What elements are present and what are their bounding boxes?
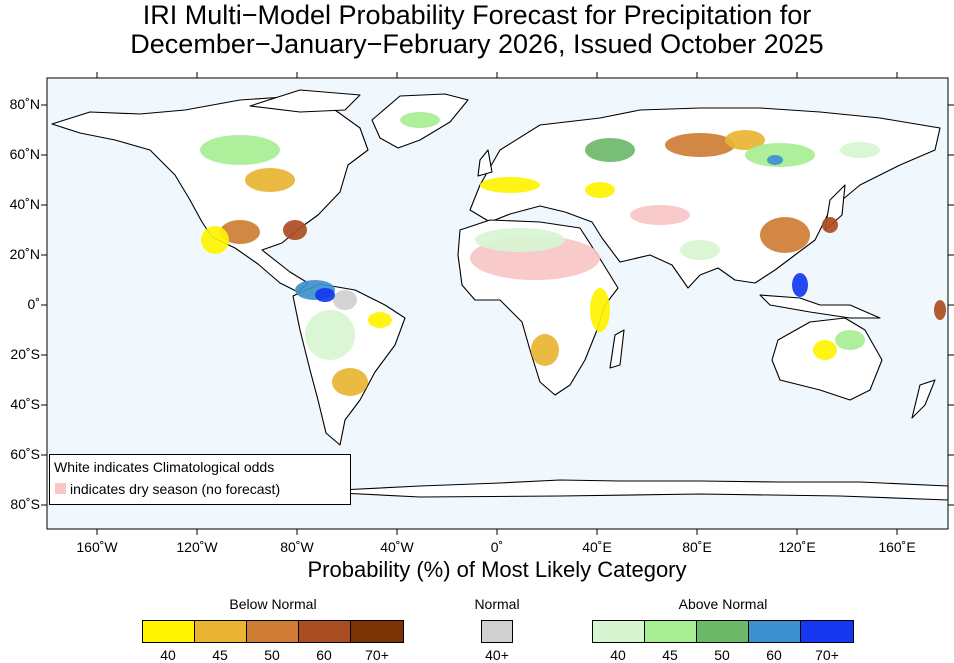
below-normal-region — [245, 168, 295, 192]
above-normal-region — [305, 310, 355, 360]
title-line-1: IRI Multi−Model Probability Forecast for… — [142, 0, 812, 30]
land-madagascar — [609, 329, 625, 369]
note-dry-text: indicates dry season (no forecast) — [70, 481, 281, 497]
above-normal-region — [835, 330, 865, 350]
x-tick-label: 0˚ — [490, 539, 504, 555]
y-tick-label: 80˚N — [9, 96, 40, 112]
y-tick-label: 20˚N — [9, 246, 40, 262]
below-normal-region — [822, 217, 838, 233]
below-normal-region — [665, 133, 735, 157]
y-tick-label: 40˚N — [9, 196, 40, 212]
below-normal-region — [480, 177, 540, 193]
legend-swatch-below-50 — [246, 620, 299, 643]
legend-label-above-40: 40 — [610, 647, 626, 663]
above-normal-region — [315, 288, 335, 302]
x-tick-label: 160˚W — [76, 539, 118, 555]
y-tick-label: 60˚N — [9, 146, 40, 162]
below-normal-region — [934, 300, 946, 320]
legend-label-above-45: 45 — [662, 647, 678, 663]
x-tick-label: 40˚W — [380, 539, 414, 555]
legend-swatch-below-70 — [350, 620, 404, 643]
legend-label-below-60: 60 — [316, 647, 332, 663]
legend-label-above-70: 70+ — [815, 647, 839, 663]
below-normal-region — [725, 130, 765, 150]
land-new-zealand — [911, 379, 936, 419]
above-normal-region — [200, 135, 280, 165]
x-tick-label: 80˚W — [280, 539, 314, 555]
legend-label-below-40: 40 — [160, 647, 176, 663]
below-normal-region — [220, 220, 260, 244]
below-normal-region — [283, 220, 307, 240]
y-tick-label: 0˚ — [27, 296, 40, 312]
legend-swatch-above-45 — [644, 620, 697, 643]
land-antarctica — [339, 479, 949, 501]
land-indonesia — [759, 294, 881, 319]
climatology-note: White indicates Climatological odds indi… — [49, 454, 351, 505]
below-normal-region — [590, 288, 610, 332]
above-normal-region — [680, 240, 720, 260]
note-white-text: White indicates Climatological odds — [54, 459, 275, 475]
legend-label-above-60: 60 — [766, 647, 782, 663]
x-tick-label: 120˚E — [778, 539, 816, 555]
normal-region — [333, 290, 357, 310]
axis-title: Probability (%) of Most Likely Category — [307, 557, 687, 582]
below-normal-region — [585, 182, 615, 198]
x-tick-label: 40˚E — [582, 539, 612, 555]
legend-swatch-above-70 — [800, 620, 854, 643]
map-frame — [46, 77, 949, 530]
above-normal-region — [767, 155, 783, 165]
legend-label-below-70: 70+ — [365, 647, 389, 663]
legend-swatch-above-40 — [592, 620, 645, 643]
title-line-2: December−January−February 2026, Issued O… — [130, 29, 824, 59]
below-normal-region — [531, 334, 559, 366]
above-normal-region — [585, 138, 635, 162]
above-normal-region — [400, 112, 440, 128]
above-normal-region — [475, 228, 565, 252]
y-tick-label: 60˚S — [10, 446, 40, 462]
above-normal-region — [792, 273, 808, 297]
axis-ticks — [41, 72, 954, 535]
x-tick-label: 120˚W — [176, 539, 218, 555]
legend-swatch-below-40 — [142, 620, 195, 643]
legend-swatch-below-45 — [194, 620, 247, 643]
below-normal-region — [332, 368, 368, 396]
above-normal-region — [840, 142, 880, 158]
land-uk — [477, 149, 493, 177]
legend-label-above-50: 50 — [714, 647, 730, 663]
legend-label-below-50: 50 — [264, 647, 280, 663]
land-arctic-islands — [249, 89, 361, 113]
legend-label-below-45: 45 — [212, 647, 228, 663]
legend-swatch-below-60 — [298, 620, 351, 643]
dry-season-swatch — [55, 483, 66, 494]
legend-normal-title: Normal — [474, 596, 520, 612]
y-tick-label: 20˚S — [10, 346, 40, 362]
legend-swatch-normal — [481, 620, 513, 643]
below-normal-region — [760, 217, 810, 253]
legend-swatch-above-60 — [748, 620, 801, 643]
below-normal-region — [813, 340, 837, 360]
x-tick-label: 160˚E — [878, 539, 916, 555]
dry-season-region — [630, 205, 690, 225]
below-normal-region — [201, 226, 229, 254]
above-normal-region — [745, 143, 815, 167]
x-tick-label: 80˚E — [682, 539, 712, 555]
legend-above-normal-title: Above Normal — [678, 596, 768, 612]
legend-below-normal-title: Below Normal — [229, 596, 317, 612]
below-normal-region — [368, 312, 392, 328]
legend-label-normal: 40+ — [485, 647, 509, 663]
y-tick-label: 40˚S — [10, 396, 40, 412]
y-tick-label: 80˚S — [10, 496, 40, 512]
legend-swatch-above-50 — [696, 620, 749, 643]
probability-overlays — [200, 112, 946, 396]
